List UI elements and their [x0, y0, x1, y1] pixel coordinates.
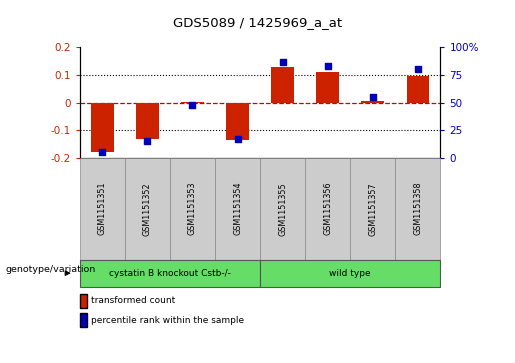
Text: wild type: wild type: [330, 269, 371, 278]
Text: GSM1151351: GSM1151351: [98, 182, 107, 236]
Text: GSM1151358: GSM1151358: [414, 182, 422, 236]
Point: [369, 94, 377, 100]
Bar: [406, 76, 429, 102]
Text: GDS5089 / 1425969_a_at: GDS5089 / 1425969_a_at: [173, 16, 342, 29]
Text: transformed count: transformed count: [91, 297, 175, 305]
Point: [414, 66, 422, 72]
Text: GSM1151353: GSM1151353: [188, 182, 197, 236]
Bar: [362, 101, 384, 102]
Point: [143, 138, 151, 144]
Text: GSM1151357: GSM1151357: [368, 182, 377, 236]
Text: GSM1151355: GSM1151355: [278, 182, 287, 236]
Point: [188, 102, 197, 108]
Bar: [136, 102, 159, 139]
Bar: [271, 66, 294, 102]
Bar: [226, 102, 249, 140]
Text: GSM1151352: GSM1151352: [143, 182, 152, 236]
Text: genotype/variation: genotype/variation: [5, 265, 95, 274]
Point: [98, 150, 107, 155]
Text: percentile rank within the sample: percentile rank within the sample: [91, 316, 244, 325]
Text: GSM1151356: GSM1151356: [323, 182, 332, 236]
Point: [279, 59, 287, 65]
Point: [323, 63, 332, 69]
Bar: [91, 102, 114, 152]
Text: cystatin B knockout Cstb-/-: cystatin B knockout Cstb-/-: [109, 269, 231, 278]
Bar: [316, 72, 339, 102]
Text: GSM1151354: GSM1151354: [233, 182, 242, 236]
Point: [233, 136, 242, 142]
